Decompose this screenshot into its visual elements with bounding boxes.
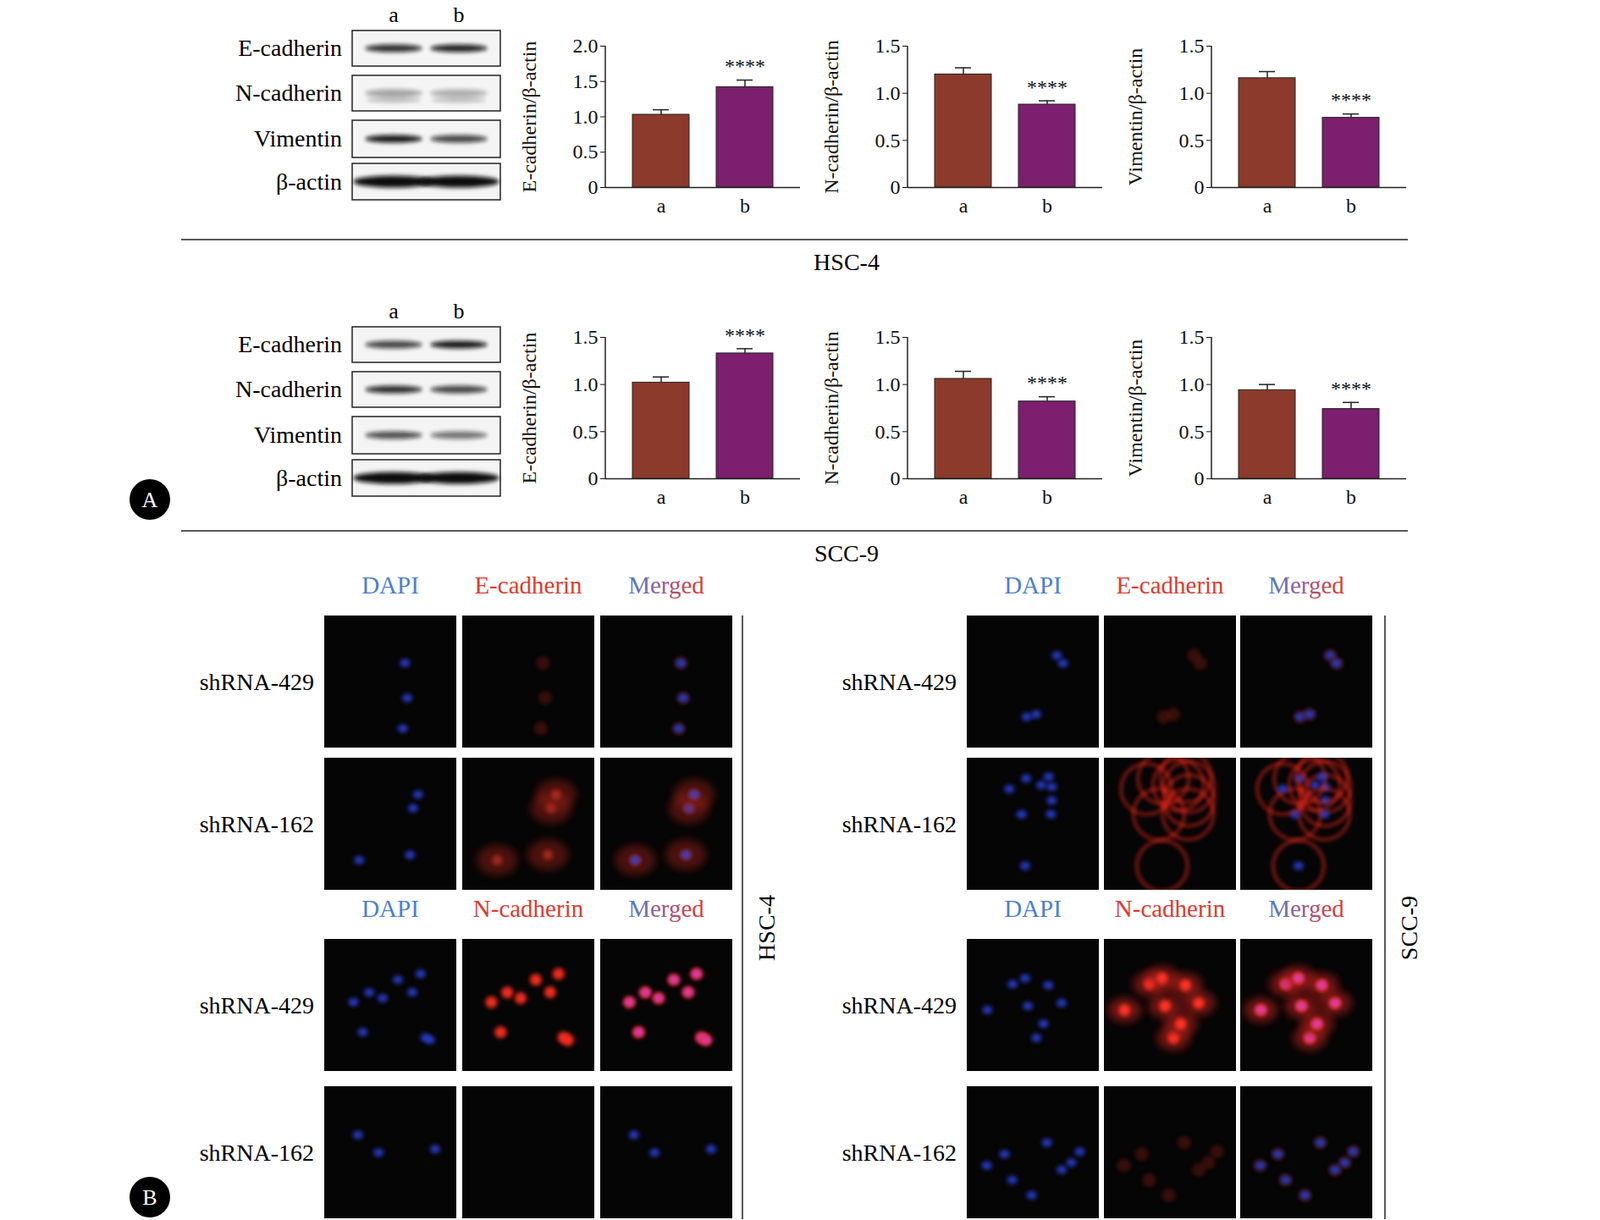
svg-text:1.5: 1.5 [875, 325, 901, 348]
svg-text:a: a [388, 2, 399, 28]
svg-text:1.5: 1.5 [1179, 325, 1205, 348]
svg-text:E-cadherin: E-cadherin [237, 331, 343, 358]
svg-text:0: 0 [1194, 467, 1205, 490]
svg-text:0: 0 [588, 176, 599, 199]
svg-text:1.5: 1.5 [1179, 34, 1205, 57]
svg-text:1.0: 1.0 [573, 105, 599, 128]
svg-text:N-cadherin/β-actin: N-cadherin/β-actin [820, 331, 843, 485]
svg-text:a: a [1263, 194, 1273, 217]
svg-text:0: 0 [890, 176, 901, 199]
svg-text:****: **** [724, 55, 766, 78]
svg-text:b: b [1346, 485, 1357, 508]
svg-text:****: **** [1330, 88, 1372, 111]
svg-text:a: a [959, 485, 969, 508]
svg-text:Vimentin/β-actin: Vimentin/β-actin [1124, 339, 1147, 478]
svg-text:DAPI: DAPI [361, 894, 420, 922]
svg-text:shRNA-162: shRNA-162 [199, 811, 315, 838]
svg-text:shRNA-429: shRNA-429 [199, 992, 315, 1019]
svg-text:a: a [656, 194, 667, 217]
svg-text:N-cadherin: N-cadherin [235, 79, 343, 106]
svg-text:SCC-9: SCC-9 [814, 540, 879, 567]
svg-text:0.5: 0.5 [573, 420, 599, 443]
svg-text:a: a [959, 194, 969, 217]
svg-text:b: b [453, 298, 465, 324]
svg-text:1.5: 1.5 [573, 325, 599, 348]
svg-text:Vimentin: Vimentin [253, 125, 343, 152]
svg-text:Vimentin: Vimentin [253, 421, 343, 448]
svg-text:a: a [1263, 485, 1273, 508]
svg-text:shRNA-162: shRNA-162 [842, 1139, 957, 1166]
svg-text:b: b [739, 194, 751, 217]
svg-text:N-cadherin/β-actin: N-cadherin/β-actin [820, 39, 843, 194]
svg-text:b: b [1346, 194, 1357, 217]
svg-text:0.5: 0.5 [573, 140, 599, 163]
svg-text:1.0: 1.0 [1179, 373, 1205, 396]
svg-text:SCC-9: SCC-9 [1395, 895, 1423, 960]
svg-text:****: **** [1026, 76, 1068, 99]
svg-text:Merged: Merged [628, 894, 705, 922]
svg-text:0.5: 0.5 [1179, 420, 1205, 443]
svg-text:b: b [453, 2, 465, 28]
svg-text:0.5: 0.5 [875, 129, 901, 152]
svg-text:Merged: Merged [1268, 894, 1345, 922]
svg-text:1.0: 1.0 [573, 373, 599, 396]
svg-text:shRNA-429: shRNA-429 [842, 992, 957, 1019]
svg-text:b: b [739, 485, 751, 508]
svg-text:shRNA-429: shRNA-429 [199, 668, 315, 696]
svg-text:1.0: 1.0 [875, 82, 901, 105]
svg-text:0: 0 [1194, 176, 1205, 199]
svg-text:Merged: Merged [628, 571, 705, 599]
svg-text:b: b [1042, 194, 1053, 217]
svg-text:N-cadherin: N-cadherin [473, 894, 585, 922]
svg-text:HSC-4: HSC-4 [753, 894, 780, 961]
svg-text:shRNA-162: shRNA-162 [842, 811, 957, 838]
svg-text:shRNA-162: shRNA-162 [199, 1139, 315, 1166]
svg-text:0: 0 [890, 467, 901, 490]
svg-text:1.0: 1.0 [875, 373, 901, 396]
svg-text:β-actin: β-actin [275, 464, 343, 492]
svg-text:E-cadherin: E-cadherin [237, 34, 343, 61]
svg-text:β-actin: β-actin [275, 168, 343, 195]
svg-text:B: B [142, 1185, 157, 1210]
svg-text:N-cadherin: N-cadherin [235, 375, 343, 403]
svg-text:shRNA-429: shRNA-429 [842, 668, 957, 696]
svg-text:1.0: 1.0 [1179, 82, 1205, 105]
svg-text:1.5: 1.5 [573, 70, 599, 93]
svg-text:N-cadherin: N-cadherin [1114, 894, 1226, 922]
svg-text:2.0: 2.0 [573, 34, 599, 57]
svg-text:0.5: 0.5 [1179, 129, 1205, 152]
svg-text:a: a [656, 485, 667, 508]
svg-text:b: b [1042, 485, 1053, 508]
svg-text:****: **** [1026, 371, 1068, 394]
svg-text:****: **** [1330, 377, 1372, 400]
svg-text:Vimentin/β-actin: Vimentin/β-actin [1124, 48, 1147, 187]
svg-text:E-cadherin: E-cadherin [1115, 571, 1225, 599]
svg-text:HSC-4: HSC-4 [813, 248, 880, 276]
svg-text:E-cadherin/β-actin: E-cadherin/β-actin [518, 41, 541, 194]
svg-text:A: A [142, 487, 159, 513]
svg-text:1.5: 1.5 [875, 34, 901, 57]
svg-text:E-cadherin: E-cadherin [474, 571, 583, 599]
svg-text:a: a [388, 298, 399, 324]
svg-text:DAPI: DAPI [361, 571, 420, 599]
svg-text:****: **** [724, 324, 766, 347]
svg-text:E-cadherin/β-actin: E-cadherin/β-actin [518, 332, 541, 485]
svg-text:0: 0 [588, 467, 599, 490]
svg-text:0.5: 0.5 [875, 420, 901, 443]
svg-text:DAPI: DAPI [1004, 571, 1062, 599]
svg-text:Merged: Merged [1268, 571, 1345, 599]
svg-text:DAPI: DAPI [1004, 894, 1062, 922]
